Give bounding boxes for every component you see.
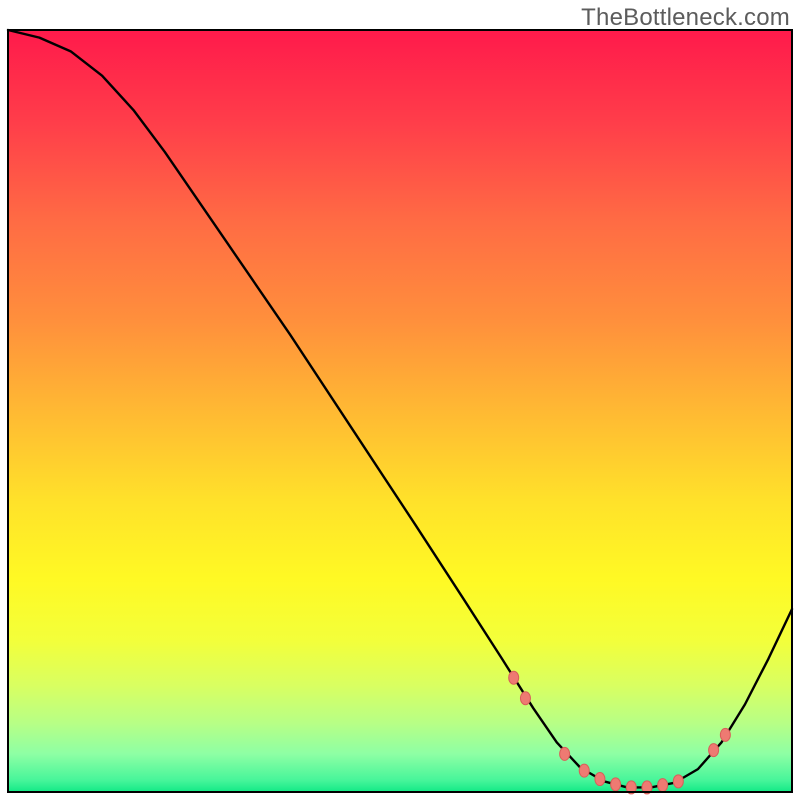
bottleneck-chart	[0, 0, 800, 800]
marker-point	[658, 779, 668, 792]
marker-point	[720, 728, 730, 741]
marker-point	[673, 775, 683, 788]
attribution-label: TheBottleneck.com	[581, 4, 790, 32]
chart-container: TheBottleneck.com	[0, 0, 800, 800]
marker-point	[709, 744, 719, 757]
marker-point	[520, 692, 530, 705]
marker-point	[560, 747, 570, 760]
marker-point	[579, 764, 589, 777]
marker-point	[509, 671, 519, 684]
marker-point	[611, 778, 621, 791]
chart-background	[8, 30, 792, 792]
marker-point	[595, 773, 605, 786]
